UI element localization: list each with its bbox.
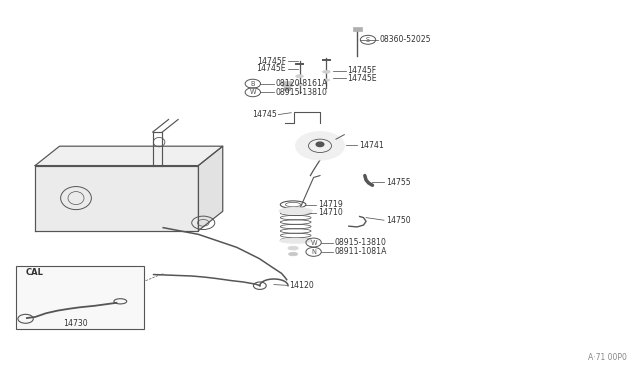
Text: 14745E: 14745E xyxy=(348,74,377,83)
Polygon shape xyxy=(35,166,198,231)
Text: 08360-52025: 08360-52025 xyxy=(380,35,431,44)
Text: 14120: 14120 xyxy=(289,281,314,290)
Text: 08911-1081A: 08911-1081A xyxy=(335,247,387,256)
Ellipse shape xyxy=(296,75,303,78)
Text: 14710: 14710 xyxy=(318,208,343,217)
Ellipse shape xyxy=(296,84,303,86)
Text: 14741: 14741 xyxy=(359,141,384,150)
Text: CAL: CAL xyxy=(26,268,44,277)
Bar xyxy=(282,81,292,86)
Bar xyxy=(16,266,144,329)
Text: 14750: 14750 xyxy=(386,216,410,225)
Text: 14719: 14719 xyxy=(318,200,343,209)
Polygon shape xyxy=(35,146,223,166)
Ellipse shape xyxy=(323,79,330,81)
Bar xyxy=(284,87,290,90)
Ellipse shape xyxy=(323,70,330,73)
Ellipse shape xyxy=(280,238,312,243)
Bar xyxy=(353,27,362,31)
Ellipse shape xyxy=(288,246,298,250)
Text: A·71 00P0: A·71 00P0 xyxy=(588,353,627,362)
Text: 14745F: 14745F xyxy=(257,57,286,65)
Polygon shape xyxy=(198,146,223,231)
Text: 08915-13810: 08915-13810 xyxy=(335,238,387,247)
Text: W: W xyxy=(250,89,256,95)
Text: 14745: 14745 xyxy=(252,110,276,119)
Circle shape xyxy=(296,132,344,160)
Text: B: B xyxy=(250,81,255,87)
Circle shape xyxy=(316,142,324,147)
Text: N: N xyxy=(311,249,316,255)
Text: 14745F: 14745F xyxy=(348,66,377,75)
Text: W: W xyxy=(310,240,317,246)
Text: 14730: 14730 xyxy=(63,319,87,328)
Text: 08120-8161A: 08120-8161A xyxy=(276,79,328,88)
Text: S: S xyxy=(366,37,370,43)
Text: 14745E: 14745E xyxy=(257,64,286,73)
Ellipse shape xyxy=(289,252,298,256)
Text: 08915-13810: 08915-13810 xyxy=(276,88,328,97)
Text: 14755: 14755 xyxy=(386,178,410,187)
Ellipse shape xyxy=(279,208,312,214)
